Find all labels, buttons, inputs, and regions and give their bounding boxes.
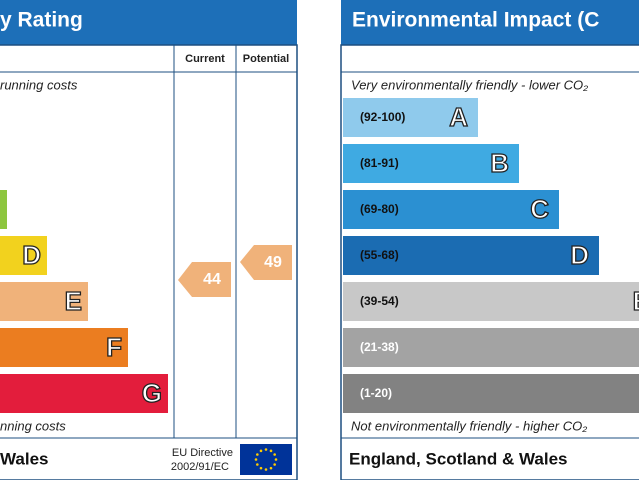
current-rating: 44: [203, 271, 221, 288]
flag-star: [259, 449, 263, 453]
band-bar: [0, 328, 128, 367]
band-bar: [343, 374, 639, 413]
flag-star: [274, 458, 278, 461]
panel-border: [0, 44, 298, 480]
band-bar: [0, 190, 7, 229]
header: [0, 0, 297, 45]
band-letter: C: [530, 194, 549, 224]
header: [341, 0, 639, 45]
band-letter: G: [142, 378, 162, 408]
band-letter: D: [22, 240, 41, 270]
potential-arrow: [240, 245, 292, 280]
flag-star: [269, 466, 273, 470]
footer: England, Scotland & Wales: [349, 449, 568, 468]
directive: EU Directive: [172, 447, 233, 459]
panel-border: [340, 44, 639, 480]
band-letter: D: [570, 240, 589, 270]
band-range: (69-80): [360, 202, 399, 216]
flag-star: [273, 463, 276, 466]
bottom-note: Not environmentally friendly - higher CO…: [351, 418, 587, 433]
footer: Wales: [0, 449, 49, 468]
band-letter: B: [490, 148, 509, 178]
band-range: (81-91): [360, 156, 399, 170]
band-range: (21-38): [360, 340, 399, 354]
band-range: (55-68): [360, 248, 399, 262]
band-bar: [343, 98, 478, 137]
band-bar: [343, 236, 599, 275]
potential-rating: 49: [264, 254, 282, 271]
flag-star: [256, 453, 259, 456]
column-header: Current: [185, 53, 225, 65]
band-range: (1-20): [360, 386, 392, 400]
band-bar: [0, 236, 47, 275]
flag-star: [259, 466, 263, 470]
flag-star: [264, 468, 268, 471]
band-letter: E: [65, 286, 82, 316]
band-bar: [343, 282, 639, 321]
flag-star: [264, 448, 268, 451]
flag-star: [254, 458, 258, 461]
directive: 2002/91/EC: [171, 461, 229, 473]
band-range: (92-100): [360, 110, 405, 124]
column-header: Potential: [243, 53, 289, 65]
band-bar: [343, 144, 519, 183]
current-arrow: [178, 262, 231, 297]
band-bar: [0, 282, 88, 321]
title: y Rating: [0, 9, 83, 32]
band-letter: E: [633, 286, 639, 316]
band-range: (39-54): [360, 294, 399, 308]
bottom-note: nning costs: [0, 418, 66, 433]
title: Environmental Impact (C: [352, 9, 599, 32]
flag-star: [256, 463, 259, 466]
flag-star: [273, 453, 276, 456]
band-bar: [343, 190, 559, 229]
band-letter: F: [106, 332, 122, 362]
top-note: running costs: [0, 77, 78, 92]
band-letter: A: [449, 102, 468, 132]
band-bar: [343, 328, 639, 367]
flag-star: [269, 449, 273, 453]
top-note: Very environmentally friendly - lower CO…: [351, 77, 588, 92]
band-bar: [0, 374, 168, 413]
